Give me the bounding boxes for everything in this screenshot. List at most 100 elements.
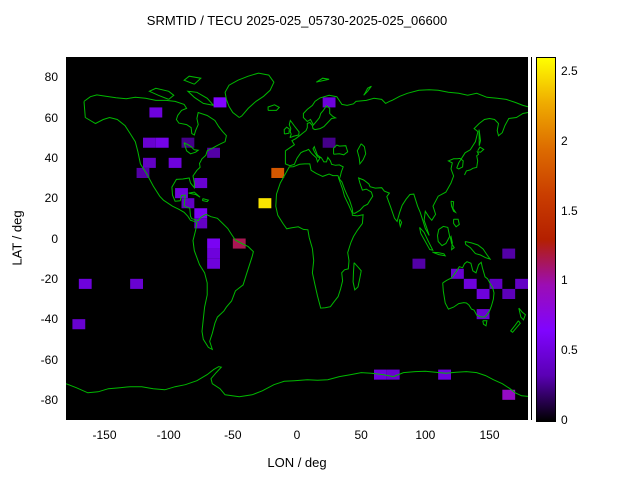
tecu-cell — [78, 278, 92, 289]
x-tick-label: 100 — [415, 428, 436, 442]
colorbar-tick-label: 0 — [561, 413, 568, 427]
tecu-cell — [136, 167, 150, 178]
tecu-cell — [271, 167, 285, 178]
tecu-cell — [143, 137, 156, 148]
tecu-cell — [476, 309, 490, 320]
coastline-path — [333, 144, 349, 156]
tecu-cell — [515, 278, 528, 289]
tecu-cell — [502, 389, 516, 400]
tecu-cell — [168, 157, 182, 168]
tecu-cell — [155, 137, 169, 148]
coastline-path — [442, 261, 495, 318]
tecu-cell — [130, 278, 143, 289]
colorbar-tick-label: 1 — [561, 273, 568, 288]
coastline-path — [453, 218, 460, 228]
coastline-path — [450, 200, 457, 214]
tecu-cell — [451, 268, 464, 279]
coastline-path — [283, 126, 290, 135]
colorbar-tick-label: 0.5 — [561, 343, 578, 358]
tecu-cell — [463, 278, 477, 289]
tecu-cell — [194, 218, 208, 229]
x-tick-label: 50 — [354, 428, 368, 442]
coastline-path — [437, 225, 451, 247]
y-tick-label: 20 — [44, 191, 58, 206]
tecu-cell — [213, 97, 227, 108]
y-tick-label: -40 — [40, 312, 58, 327]
colorbar-tick-label: 1.5 — [561, 203, 578, 218]
world-map-canvas — [66, 72, 528, 400]
tecu-cell — [502, 288, 516, 299]
coastline-path — [518, 307, 526, 321]
tecu-cell — [207, 238, 220, 249]
tecu-cell — [207, 248, 220, 259]
tecu-cell — [72, 319, 86, 330]
tecu-cell — [181, 137, 195, 148]
plot-title: SRMTID / TECU 2025-025_05730-2025-025_06… — [146, 13, 448, 28]
coastline-path — [482, 320, 488, 327]
x-tick-label: 0 — [293, 428, 301, 442]
y-tick-label: 40 — [44, 150, 58, 165]
coastline-path — [478, 129, 482, 146]
tecu-cell — [489, 278, 503, 289]
coastline-path — [285, 89, 528, 152]
coastline-path — [398, 219, 403, 229]
tecu-cell — [258, 198, 272, 209]
tecu-cell — [502, 248, 516, 259]
coastline-path — [275, 163, 364, 309]
tecu-cell — [438, 369, 451, 380]
tecu-cell — [175, 188, 188, 199]
tecu-cell — [207, 258, 220, 269]
x-tick-label: -150 — [92, 428, 117, 442]
tecu-cell — [181, 198, 195, 209]
y-tick-label: 0 — [51, 231, 58, 246]
coastline-path — [509, 320, 521, 333]
coastline-path — [464, 146, 485, 176]
x-tick-label: -100 — [156, 428, 181, 442]
y-tick-label: -60 — [40, 352, 58, 367]
coastline-path — [356, 143, 367, 166]
colorbar-tick-label: 2 — [561, 133, 568, 148]
coastline-path — [83, 94, 254, 351]
y-tick-label: 60 — [44, 110, 58, 125]
coastline-path — [419, 227, 434, 251]
x-tick-label: 150 — [479, 428, 500, 442]
y-tick-label: 80 — [44, 70, 58, 85]
x-axis-label: LON / deg — [267, 455, 327, 470]
tecu-cell — [194, 208, 208, 219]
y-tick-label: -80 — [40, 392, 58, 407]
colorbar-gradient — [536, 57, 556, 422]
coastline-path — [202, 198, 210, 203]
y-tick-label: -20 — [40, 271, 58, 286]
coastline-path — [316, 77, 330, 83]
coastline-path — [267, 104, 281, 111]
tecu-heatmap-cells — [72, 97, 528, 400]
coastline-path — [148, 87, 175, 100]
coastline-path — [188, 191, 201, 198]
tecu-cell — [143, 157, 156, 168]
coastline-path — [352, 262, 362, 291]
tecu-cell — [207, 147, 220, 158]
plot-area — [66, 57, 528, 420]
tecu-cell — [322, 137, 336, 148]
coastline-path — [449, 235, 455, 251]
y-axis-label: LAT / deg — [9, 210, 25, 266]
coastline-path — [183, 75, 202, 85]
tecu-cell — [149, 107, 163, 118]
coastline-path — [183, 142, 200, 155]
tecu-cell — [476, 288, 490, 299]
coastline-path — [186, 90, 214, 106]
x-tick-label: -50 — [224, 428, 242, 442]
coastline-path — [464, 241, 492, 261]
coastline-path — [363, 85, 372, 96]
coastline-path — [66, 366, 528, 398]
coastline-path — [288, 119, 300, 139]
tecu-cell — [194, 178, 208, 189]
coastlines — [66, 72, 528, 398]
coastline-path — [432, 251, 447, 257]
colorbar-separator-line — [531, 57, 532, 420]
tecu-cell — [232, 238, 246, 249]
tecu-cell — [322, 97, 336, 108]
colorbar-tick-label: 2.5 — [561, 63, 578, 78]
coastline-path — [284, 112, 528, 236]
